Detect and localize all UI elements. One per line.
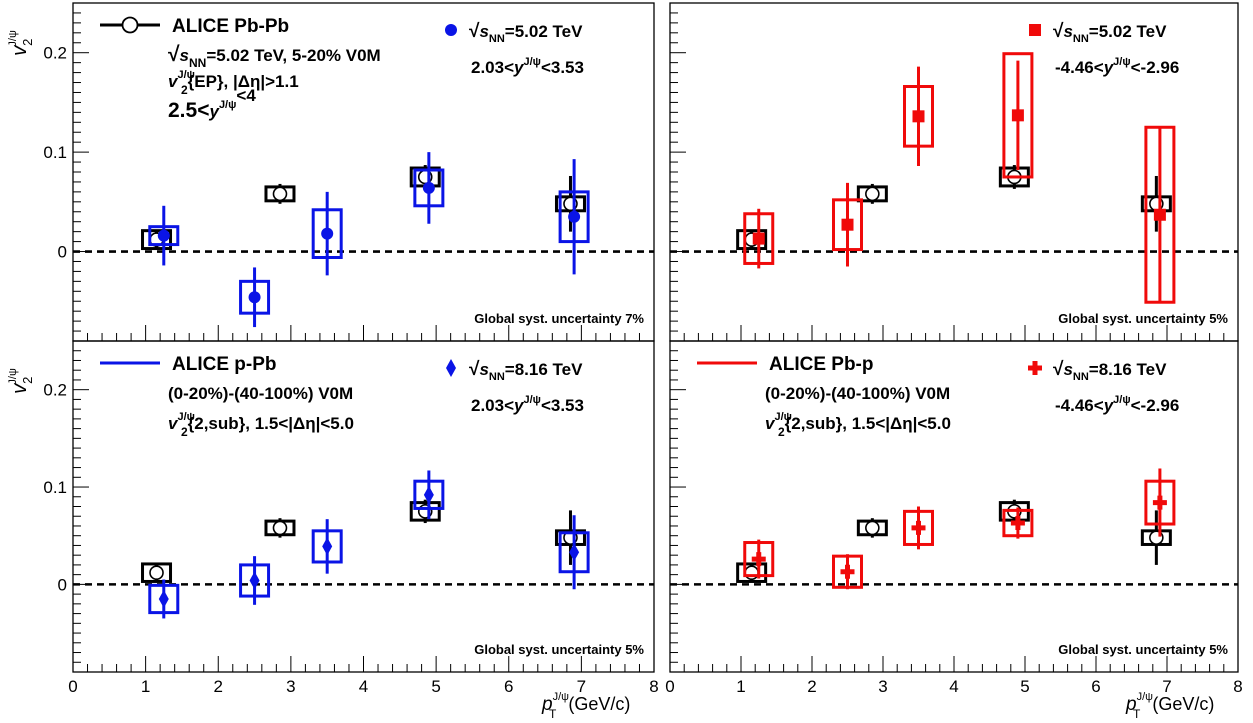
plot-frame (72, 340, 655, 673)
x-axis-label: pJ/ψ T (GeV/c) (1125, 691, 1214, 721)
global-syst-note: Global syst. uncertainty 5% (474, 642, 644, 657)
legend-line-text: vJ/ψ 2{EP}, |Δη|>1.1 (168, 69, 299, 97)
label-marker (1028, 361, 1042, 375)
panel-bottom-left: 0 0.1 0.2 0 1 2 3 4 5 6 7 8 ALICE p-Pb (0-20%)-(40-10… (7, 340, 659, 721)
panel-top-left: 0 0.1 0.2 ALICE Pb-Pb √sNN=5.02 TeV, 5-20% V… (7, 2, 655, 342)
legend-title: ALICE Pb-p (769, 354, 874, 375)
x-tick-label: 7 (577, 677, 586, 696)
label-marker (445, 24, 457, 36)
x-tick-label: 4 (949, 677, 958, 696)
energy-label: √sNN=5.02 TeV (469, 21, 583, 45)
legend-line-text: vJ/ψ 2{2,sub}, 1.5<|Δη|<5.0 (168, 411, 354, 439)
data-point (149, 565, 164, 581)
x-tick-label: 2 (214, 677, 223, 696)
y-axis-label: v2J/ψ (7, 30, 35, 56)
energy-label: √sNN=8.16 TeV (469, 359, 583, 383)
data-point (158, 589, 169, 608)
series-filled-cross (743, 468, 1176, 590)
data-point (1010, 516, 1025, 531)
data-point (249, 571, 260, 590)
y-tick-label: 0.2 (43, 44, 67, 63)
series-open-circle (141, 165, 586, 251)
legend-title: ALICE Pb-Pb (172, 16, 289, 37)
plot-frame (669, 2, 1239, 342)
legend-line-text: (0-20%)-(40-100%) V0M (765, 384, 950, 403)
series-filled-diamond (148, 470, 590, 619)
x-tick-label: 1 (141, 677, 150, 696)
data-point (1011, 109, 1024, 122)
rapidity-label: 2.03<yJ/ψ<3.53 (471, 56, 584, 77)
data-point (751, 552, 766, 567)
global-syst-note: Global syst. uncertainty 5% (1058, 642, 1228, 657)
data-point (865, 186, 880, 202)
x-tick-label: 6 (504, 677, 513, 696)
data-point (422, 181, 435, 194)
legend-line-text: vJ/ψ 2{2,sub}, 1.5<|Δη|<5.0 (765, 411, 951, 439)
data-point (568, 210, 581, 223)
energy-label: √sNN=8.16 TeV (1053, 359, 1167, 383)
series-filled-circle (148, 152, 590, 328)
series-filled-square (743, 52, 1176, 304)
data-point (1152, 495, 1167, 510)
rapidity-label: -4.46<yJ/ψ<-2.96 (1055, 394, 1179, 415)
series-open-circle (736, 499, 1172, 583)
data-point (322, 537, 333, 556)
y-axis-label: v2J/ψ (7, 368, 35, 394)
rapidity-label: -4.46<yJ/ψ<-2.96 (1055, 56, 1179, 77)
x-tick-label: 8 (649, 677, 658, 696)
data-point (744, 565, 759, 581)
global-syst-note: Global syst. uncertainty 5% (1058, 311, 1228, 326)
x-tick-label: 3 (286, 677, 295, 696)
y-tick-label: 0.1 (43, 143, 67, 162)
data-point (157, 229, 170, 242)
sys-box (1002, 52, 1034, 179)
x-tick-label: 5 (431, 677, 440, 696)
legend-marker (121, 16, 139, 34)
x-tick-label: 1 (736, 677, 745, 696)
y-tick-label: 0.2 (43, 381, 67, 400)
panel-top-right: √sNN=5.02 TeV -4.46<yJ/ψ<-2.96 Global syst… (669, 2, 1239, 342)
x-axis-label: pJ/ψ T (GeV/c) (541, 691, 630, 721)
x-tick-label: 0 (665, 677, 674, 696)
data-point (911, 520, 926, 535)
data-point (752, 232, 765, 245)
x-tick-label: 7 (1162, 677, 1171, 696)
y-tick-label: 0.1 (43, 478, 67, 497)
data-point (1153, 208, 1166, 221)
data-point (272, 520, 288, 536)
rapidity-label: 2.03<yJ/ψ<3.53 (471, 394, 584, 415)
data-point (248, 291, 261, 304)
legend-line-text: √sNN=5.02 TeV, 5-20% V0M (168, 43, 381, 70)
series-open-circle (736, 165, 1172, 251)
x-tick-label: 4 (359, 677, 368, 696)
x-tick-label: 2 (807, 677, 816, 696)
x-tick-label: 0 (68, 677, 77, 696)
data-point (841, 218, 854, 231)
label-marker (1029, 24, 1041, 36)
series-open-circle (141, 499, 586, 583)
legend-title: ALICE p-Pb (172, 354, 277, 375)
x-tick-label: 5 (1020, 677, 1029, 696)
plot-frame (669, 340, 1239, 673)
data-point (840, 564, 855, 579)
data-point (569, 543, 580, 562)
x-tick-label: 8 (1233, 677, 1242, 696)
data-point (321, 227, 334, 240)
legend-line-text: 2.5<yJ/ψ<4 (168, 86, 256, 122)
data-point (865, 520, 880, 536)
energy-label: √sNN=5.02 TeV (1053, 21, 1167, 45)
data-point (272, 186, 288, 202)
x-tick-label: 3 (878, 677, 887, 696)
legend-line-text: (0-20%)-(40-100%) V0M (168, 384, 353, 403)
panel-bottom-right: 0 1 2 3 4 5 6 7 8 ALICE Pb-p (0-20%)-(40-100%) V0M… (665, 340, 1243, 721)
y-tick-label: 0 (58, 575, 67, 594)
data-point (423, 485, 434, 504)
label-marker (446, 359, 456, 377)
y-tick-label: 0 (58, 243, 67, 262)
global-syst-note: Global syst. uncertainty 7% (474, 311, 644, 326)
x-tick-label: 6 (1091, 677, 1100, 696)
data-point (912, 110, 925, 123)
